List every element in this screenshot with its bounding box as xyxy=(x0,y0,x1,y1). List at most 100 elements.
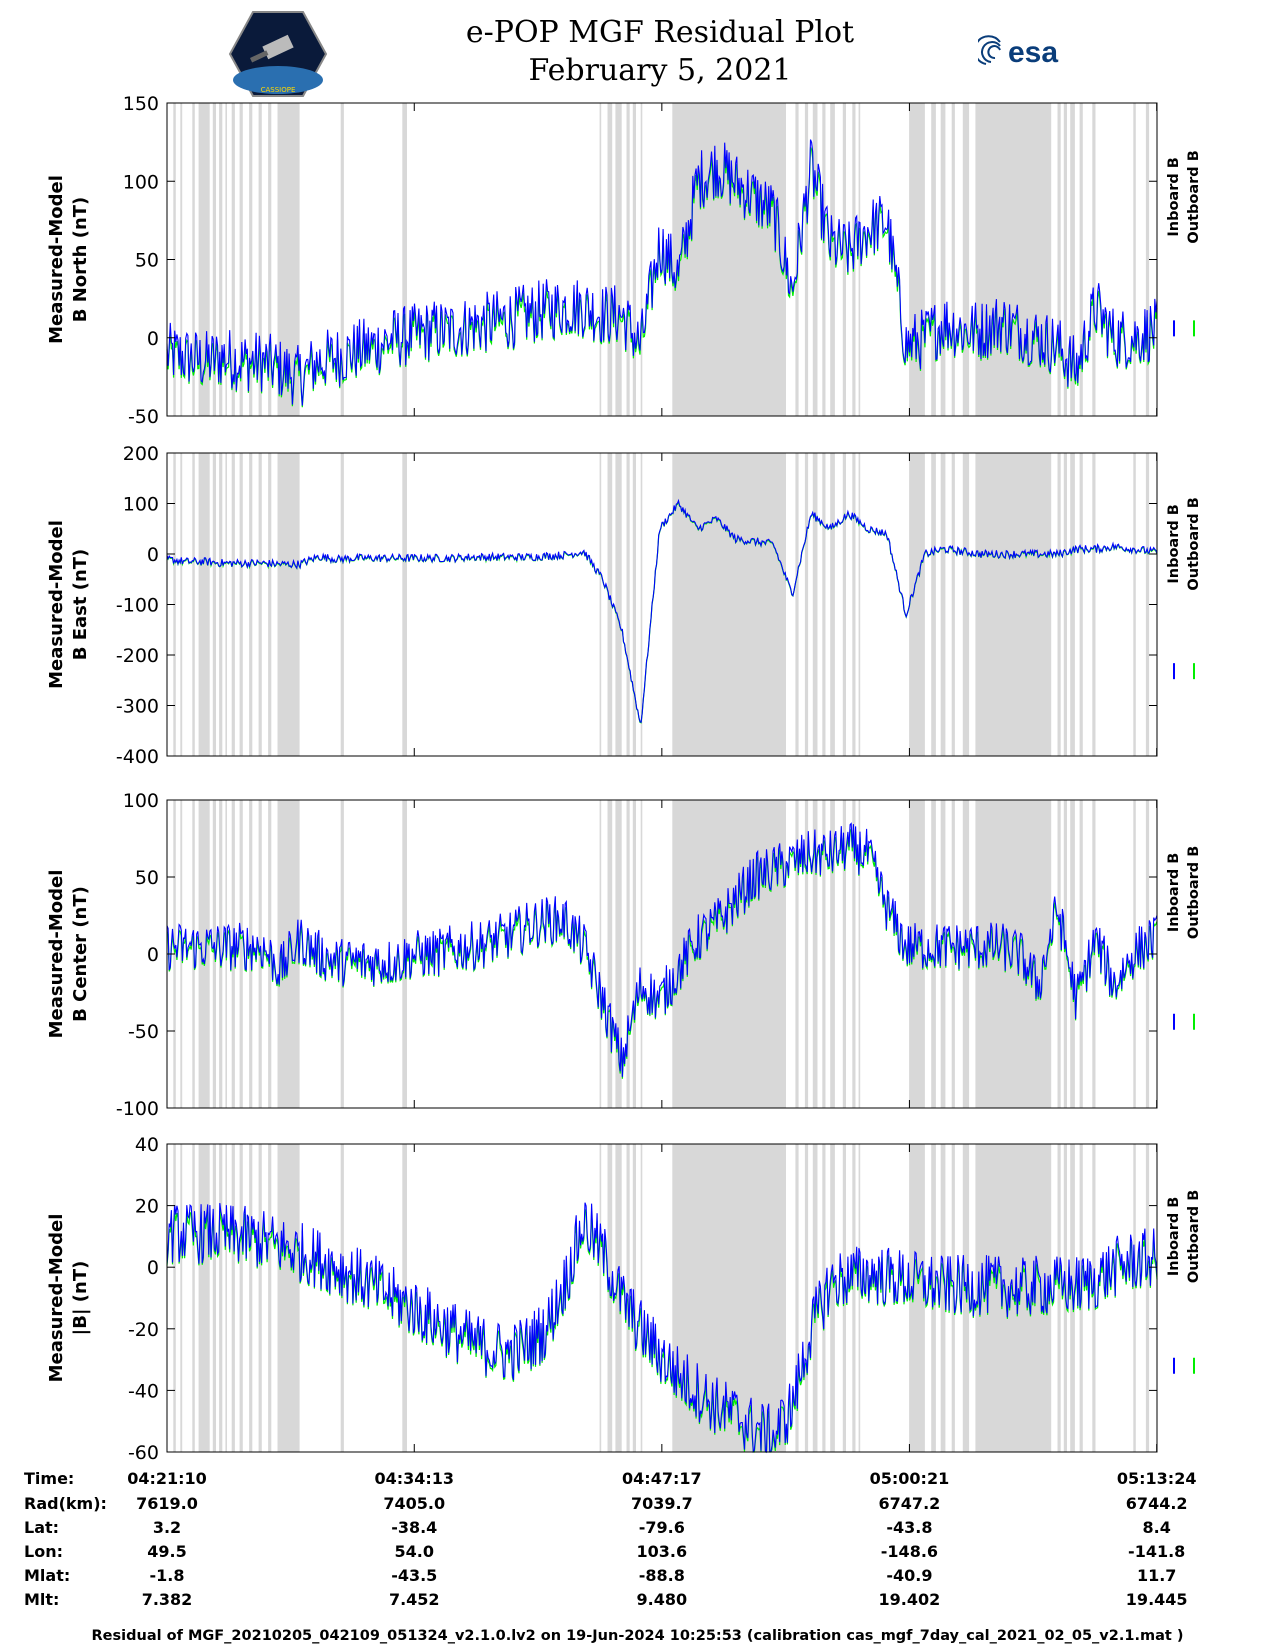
shaded-interval xyxy=(951,1144,955,1452)
shaded-interval xyxy=(192,103,195,416)
shaded-interval xyxy=(909,103,925,416)
ephemeris-cell: 05:13:24 xyxy=(1117,1469,1197,1488)
shaded-interval xyxy=(599,103,602,416)
shaded-interval xyxy=(219,800,223,1108)
shaded-interval xyxy=(812,453,818,756)
series-line-inboard xyxy=(166,498,1158,724)
shaded-interval xyxy=(804,103,809,416)
shaded-interval xyxy=(1079,453,1083,756)
shaded-interval xyxy=(615,453,622,756)
shaded-interval xyxy=(277,453,300,756)
ephemeris-cell: 7.382 xyxy=(142,1590,193,1609)
shaded-interval xyxy=(962,453,970,756)
y-tick-label: -400 xyxy=(116,746,159,768)
shaded-interval xyxy=(672,103,786,416)
ephemeris-cell: 3.2 xyxy=(153,1518,181,1537)
shaded-interval xyxy=(607,103,613,416)
logo-left-text: CASSIOPE xyxy=(261,86,296,94)
ephemeris-cell: 6747.2 xyxy=(879,1494,941,1513)
shaded-interval xyxy=(632,103,636,416)
shaded-interval xyxy=(268,103,272,416)
shaded-interval xyxy=(607,1144,613,1452)
shaded-interval xyxy=(1145,1144,1150,1452)
shaded-interval xyxy=(822,103,826,416)
shaded-interval xyxy=(1133,103,1136,416)
ephemeris-cell: 49.5 xyxy=(147,1542,186,1561)
shaded-interval xyxy=(1070,453,1075,756)
shaded-interval xyxy=(1063,453,1067,756)
y-tick-label: -20 xyxy=(128,1319,159,1341)
shaded-interval xyxy=(975,453,1052,756)
y-tick-label: 0 xyxy=(147,1257,159,1279)
y-tick-label: 100 xyxy=(123,494,159,516)
shaded-interval xyxy=(931,800,936,1108)
shaded-interval xyxy=(402,453,407,756)
shaded-interval xyxy=(1133,453,1136,756)
shaded-interval xyxy=(909,1144,925,1452)
shaded-interval xyxy=(1057,103,1061,416)
y-tick-label: -100 xyxy=(116,1098,159,1120)
legend-label-outboard: Outboard B xyxy=(1186,497,1202,590)
y-tick-label: -100 xyxy=(116,595,159,617)
ephemeris-cell: 11.7 xyxy=(1137,1566,1176,1585)
shaded-interval xyxy=(198,453,210,756)
shaded-interval xyxy=(1092,1144,1096,1452)
ephemeris-cell: 7405.0 xyxy=(383,1494,445,1513)
shaded-interval xyxy=(830,1144,835,1452)
shaded-interval xyxy=(822,1144,826,1452)
y-tick-label: 0 xyxy=(147,328,159,350)
shaded-interval xyxy=(607,800,613,1108)
ephemeris-cell: -79.6 xyxy=(639,1518,685,1537)
y-axis-label-line: Measured-Model xyxy=(46,1214,67,1383)
y-tick-label: 40 xyxy=(135,1134,159,1156)
shaded-interval xyxy=(599,453,602,756)
shaded-interval xyxy=(198,800,210,1108)
y-axis-label-line: Measured-Model xyxy=(46,870,67,1039)
y-tick-label: 150 xyxy=(123,93,159,115)
y-tick-label: 0 xyxy=(147,944,159,966)
ephemeris-row-label: Lat: xyxy=(24,1518,59,1537)
ephemeris-cell: 6744.2 xyxy=(1126,1494,1188,1513)
ephemeris-cell: 7619.0 xyxy=(136,1494,198,1513)
shaded-interval xyxy=(1092,103,1096,416)
shaded-interval xyxy=(1133,800,1136,1108)
shaded-interval xyxy=(615,1144,622,1452)
shaded-interval xyxy=(180,800,183,1108)
legend-label-inboard: Inboard B xyxy=(1166,157,1182,236)
y-tick-label: -200 xyxy=(116,645,159,667)
shaded-interval xyxy=(909,453,925,756)
shaded-interval xyxy=(1145,103,1150,416)
shaded-interval xyxy=(962,103,970,416)
shaded-interval xyxy=(940,1144,946,1452)
shaded-interval xyxy=(173,1144,176,1452)
shaded-interval xyxy=(632,800,636,1108)
page-date: February 5, 2021 xyxy=(528,53,792,88)
shaded-interval xyxy=(239,453,243,756)
shaded-interval xyxy=(599,800,602,1108)
shaded-interval xyxy=(268,1144,272,1452)
legend-label-outboard: Outboard B xyxy=(1186,1190,1202,1283)
ephemeris-cell: -43.8 xyxy=(886,1518,932,1537)
ephemeris-cell: -40.9 xyxy=(886,1566,932,1585)
shaded-interval xyxy=(239,800,243,1108)
shaded-interval xyxy=(822,453,826,756)
shaded-interval xyxy=(951,453,955,756)
legend-label-outboard: Outboard B xyxy=(1186,150,1202,243)
panel-b-magnitude: -60 -40 -20 0 20 40 Measured-Model |B| (nT) Inbo… xyxy=(46,1134,1202,1464)
legend-label-inboard: Inboard B xyxy=(1166,504,1182,583)
shaded-interval xyxy=(180,453,183,756)
shaded-interval xyxy=(212,453,216,756)
y-tick-label: 50 xyxy=(135,250,159,272)
shaded-interval xyxy=(951,800,955,1108)
shaded-interval xyxy=(626,453,630,756)
y-tick-label: 20 xyxy=(135,1196,159,1218)
cassiope-logo: CASSIOPE xyxy=(228,10,328,98)
logo-right-text: esa xyxy=(1008,36,1058,69)
shaded-interval xyxy=(225,1144,227,1452)
shaded-interval xyxy=(1079,103,1083,416)
legend-label-inboard: Inboard B xyxy=(1166,1197,1182,1276)
ephemeris-cell: -43.5 xyxy=(391,1566,437,1585)
shaded-interval xyxy=(258,103,262,416)
y-axis-label: Measured-Model B Center (nT) xyxy=(46,870,91,1039)
shaded-interval xyxy=(1057,800,1061,1108)
